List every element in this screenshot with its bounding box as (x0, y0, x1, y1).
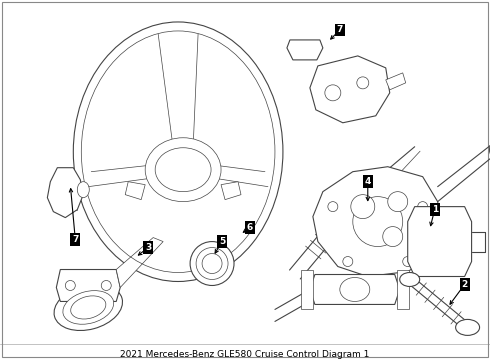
Text: 2: 2 (462, 280, 468, 289)
Text: 1: 1 (432, 205, 438, 214)
Polygon shape (287, 40, 323, 60)
Ellipse shape (400, 273, 419, 287)
Polygon shape (310, 275, 400, 305)
Text: 3: 3 (145, 243, 151, 252)
Polygon shape (116, 238, 163, 288)
Polygon shape (301, 270, 313, 310)
Polygon shape (48, 168, 83, 217)
Polygon shape (408, 207, 471, 276)
Ellipse shape (357, 77, 369, 89)
Polygon shape (221, 182, 241, 200)
Polygon shape (397, 270, 409, 310)
Text: 7: 7 (72, 235, 78, 244)
Ellipse shape (71, 296, 106, 319)
Text: 5: 5 (219, 237, 225, 246)
Ellipse shape (65, 280, 75, 291)
Ellipse shape (351, 195, 375, 219)
Ellipse shape (328, 202, 338, 212)
Polygon shape (313, 167, 442, 276)
Ellipse shape (196, 248, 228, 279)
Text: 6: 6 (247, 223, 253, 232)
Text: 2021 Mercedes-Benz GLE580 Cruise Control Diagram 1: 2021 Mercedes-Benz GLE580 Cruise Control… (121, 350, 369, 359)
Text: 4: 4 (365, 177, 371, 186)
Ellipse shape (190, 242, 234, 285)
Ellipse shape (202, 253, 222, 274)
Ellipse shape (456, 319, 480, 336)
Ellipse shape (417, 202, 428, 212)
Ellipse shape (101, 280, 111, 291)
Ellipse shape (74, 22, 283, 282)
Ellipse shape (343, 257, 353, 266)
Ellipse shape (325, 85, 341, 101)
Ellipse shape (155, 148, 211, 192)
Ellipse shape (383, 226, 403, 247)
Polygon shape (386, 73, 406, 90)
Ellipse shape (403, 257, 413, 266)
Polygon shape (56, 270, 120, 301)
Ellipse shape (340, 278, 370, 301)
Ellipse shape (353, 197, 403, 247)
Ellipse shape (145, 138, 221, 202)
Ellipse shape (77, 182, 89, 198)
Text: 7: 7 (337, 26, 343, 35)
Ellipse shape (54, 284, 122, 330)
Polygon shape (310, 56, 390, 123)
Ellipse shape (416, 248, 440, 265)
Polygon shape (125, 182, 145, 200)
Ellipse shape (388, 192, 408, 212)
Ellipse shape (63, 291, 114, 324)
